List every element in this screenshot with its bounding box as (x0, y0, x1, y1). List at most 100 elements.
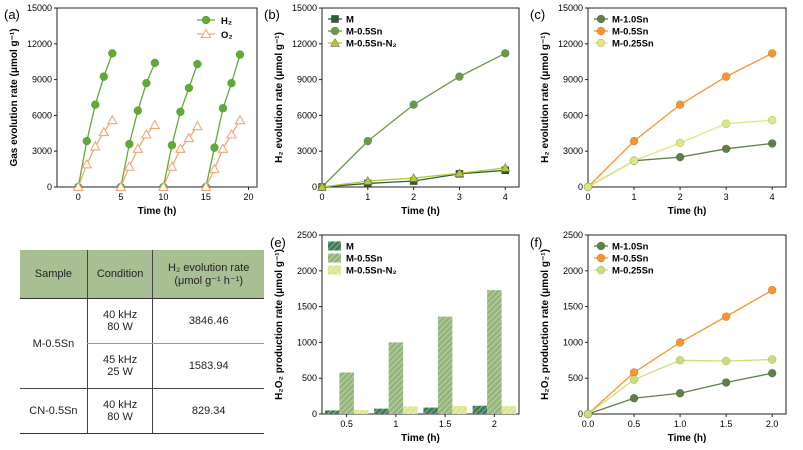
legend-marker (330, 26, 340, 36)
y-tick-label: 15000 (27, 3, 52, 13)
y-tick-label: 0 (312, 409, 317, 419)
bar (388, 342, 404, 414)
panel-label: (f) (530, 235, 542, 250)
data-point (81, 158, 93, 169)
data-point (227, 78, 236, 88)
data-point (721, 119, 731, 129)
y-tick-label: 2500 (297, 230, 317, 240)
legend-marker (596, 14, 606, 24)
x-tick-label: 2.0 (766, 419, 779, 429)
y-axis-title: H₂ evolution rate (μmol g⁻¹) (540, 32, 551, 163)
x-axis-title: Time (h) (668, 206, 707, 217)
legend-label: M-0.5Sn (346, 27, 383, 38)
data-point (363, 136, 373, 146)
y-tick-label: 0 (312, 182, 317, 192)
y-tick-label: 3000 (297, 146, 317, 156)
x-tick-label: 5 (118, 192, 123, 202)
x-tick-label: 0.5 (628, 419, 641, 429)
x-tick-label: 0 (585, 192, 590, 202)
data-point (721, 144, 731, 154)
data-point (167, 140, 177, 150)
x-axis-title: Time (h) (401, 206, 440, 217)
table-cell-rate: 829.34 (152, 388, 264, 434)
data-point (106, 114, 118, 125)
legend-label: H₂ (221, 16, 232, 27)
legend-marker (596, 265, 606, 275)
x-tick-label: 1 (393, 419, 398, 429)
data-point (767, 115, 777, 125)
condition-power: 25 W (107, 366, 133, 378)
plot-frame (56, 7, 258, 188)
x-tick-label: 2 (411, 192, 416, 202)
condition-freq: 45 kHz (102, 354, 138, 366)
series-line (587, 52, 773, 188)
x-tick-label: 4 (503, 192, 508, 202)
data-point (767, 139, 777, 148)
y-tick-label: 1500 (563, 302, 583, 312)
data-point (721, 378, 731, 387)
data-point (362, 176, 373, 185)
table-header-rate: H₂ evolution rate (μmol g⁻¹ h⁻¹) (152, 250, 264, 299)
x-tick-label: 0.0 (582, 419, 595, 429)
table-header-rate-unit: (μmol g⁻¹ h⁻¹) (174, 274, 244, 287)
y-tick-label: 3000 (563, 146, 583, 156)
data-point (675, 338, 685, 347)
table-header-sample: Sample (20, 250, 88, 299)
data-point (583, 182, 593, 192)
data-point (629, 368, 639, 377)
series-line (205, 119, 241, 188)
data-point (133, 106, 143, 115)
data-point (408, 173, 419, 182)
legend-swatch (328, 241, 341, 251)
data-point (767, 49, 777, 58)
panel-label: (b) (264, 7, 280, 22)
x-tick-label: 2 (492, 419, 497, 429)
legend-marker (200, 28, 212, 39)
y-tick-label: 9000 (32, 75, 52, 85)
data-point (217, 143, 229, 153)
table-cell-sample: M-0.5Sn (20, 298, 88, 389)
bar (501, 406, 517, 414)
condition-freq: 40 kHz (102, 399, 138, 411)
x-axis-title: Time (h) (138, 206, 177, 217)
plot-frame (587, 234, 787, 415)
data-point (767, 355, 777, 364)
legend-marker (596, 38, 606, 48)
x-axis-title: Time (h) (401, 433, 440, 444)
data-point (721, 72, 731, 81)
data-point (174, 143, 186, 153)
bar (324, 410, 340, 414)
table-cell-condition: 40 kHz 80 W (86, 388, 154, 434)
legend-label: M-0.5Sn-N₂ (346, 39, 397, 50)
data-point (721, 356, 731, 366)
y-axis-title: Gas evolution rate (μmol g⁻¹) (9, 28, 20, 166)
y-tick-label: 0 (578, 409, 583, 419)
data-point (721, 312, 731, 321)
bar (339, 372, 354, 414)
data-point (176, 107, 185, 117)
data-point (115, 181, 127, 192)
x-tick-label: 1.5 (439, 419, 452, 429)
data-point (767, 285, 777, 295)
x-tick-label: 1 (632, 192, 637, 202)
y-tick-label: 12000 (292, 39, 317, 49)
bar (374, 408, 389, 414)
table-d: Sample Condition H₂ evolution rate (μmol… (20, 250, 264, 434)
series-line (162, 125, 198, 188)
series-line (120, 124, 156, 188)
condition-power: 80 W (107, 321, 133, 333)
legend-swatch (328, 253, 341, 263)
y-tick-label: 0 (578, 182, 583, 192)
legend-swatch (328, 265, 341, 275)
plot-frame (321, 234, 520, 415)
data-point (675, 356, 685, 365)
x-tick-label: 0.5 (340, 419, 353, 429)
y-tick-label: 500 (568, 373, 583, 383)
y-tick-label: 9000 (297, 75, 317, 85)
y-axis-title: H₂O₂ production rate (μmol g⁻¹) (540, 249, 551, 400)
y-tick-label: 1000 (563, 337, 583, 347)
series-line (77, 119, 113, 188)
data-point (629, 136, 639, 146)
data-point (501, 49, 510, 58)
